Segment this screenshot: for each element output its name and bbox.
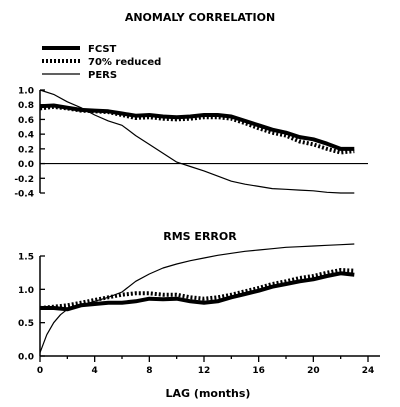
x-tick-label: 8 — [146, 366, 152, 376]
top-chart-legend: FCST 70% reduced PERS — [42, 44, 161, 81]
top-chart-title: ANOMALY CORRELATION — [125, 11, 275, 24]
x-tick-label: 24 — [362, 366, 375, 376]
bottom-chart-title: RMS ERROR — [163, 230, 237, 243]
top-y-tick-label: 1.0 — [18, 87, 34, 97]
top-y-tick-label: 0.6 — [18, 116, 34, 126]
bottom-y-tick-label: 0.5 — [18, 319, 34, 329]
legend-label-fcst: FCST — [88, 44, 117, 55]
top-y-tick-label: 0.0 — [18, 160, 34, 170]
top-y-tick-label: 0.4 — [18, 131, 34, 141]
anomaly-correlation-chart: ANOMALY CORRELATION FCST 70% reduced PER… — [14, 11, 368, 200]
x-axis-label: LAG (months) — [166, 387, 251, 400]
top-series-pers — [39, 89, 355, 194]
x-tick-label: 16 — [252, 366, 265, 376]
top-y-tick-label: -0.2 — [14, 175, 34, 185]
x-tick-label: 12 — [198, 366, 211, 376]
top-chart-axes: 1.0 0.8 0.6 0.4 0.2 0.0 -0.2 -0.4 — [14, 87, 368, 200]
x-tick-label: 0 — [37, 366, 43, 376]
bottom-chart-series — [39, 243, 355, 353]
legend-label-pers: PERS — [88, 70, 117, 81]
bottom-y-tick-label: 1.0 — [18, 286, 34, 296]
x-tick-label: 4 — [92, 366, 98, 376]
legend-label-70-reduced: 70% reduced — [88, 57, 161, 68]
top-y-tick-label: -0.4 — [14, 190, 34, 200]
bottom-y-tick-label: 0.0 — [18, 353, 34, 363]
top-y-tick-label: 0.8 — [18, 101, 34, 111]
top-series-70-reduced — [39, 104, 355, 155]
bottom-chart-axes: 0.0 0.5 1.0 1.5 0 4 8 12 16 20 24 — [18, 253, 380, 376]
rms-error-chart: RMS ERROR 0.0 0.5 1.0 1.5 0 4 8 12 16 20 24 LAG (m… — [18, 230, 380, 400]
bottom-series-fcst — [40, 271, 355, 312]
bottom-series-70-reduced — [39, 268, 355, 310]
bottom-y-tick-label: 1.5 — [18, 253, 34, 263]
top-y-tick-label: 0.2 — [18, 145, 34, 155]
bottom-series-pers — [39, 243, 355, 353]
x-tick-label: 20 — [307, 366, 320, 376]
top-chart-series — [39, 89, 355, 194]
